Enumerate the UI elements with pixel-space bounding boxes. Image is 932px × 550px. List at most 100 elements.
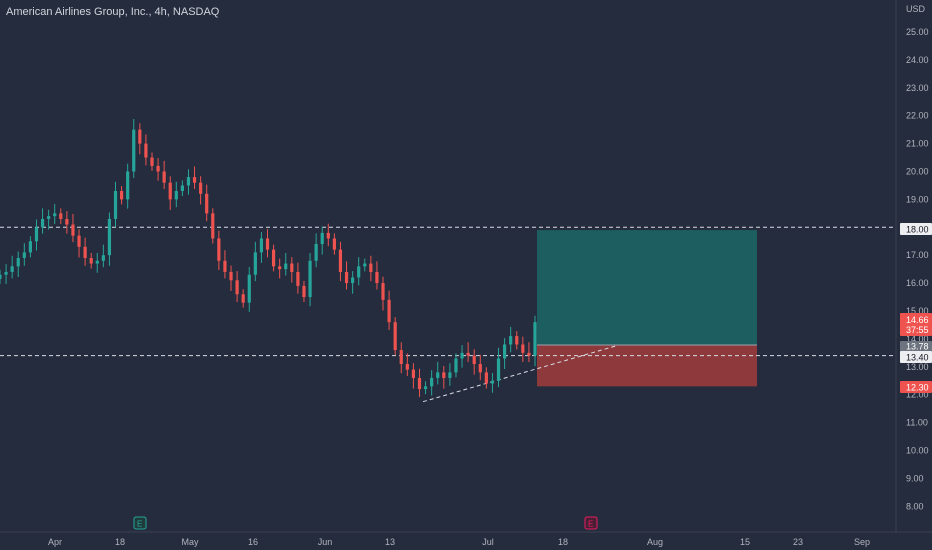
- candle-body: [363, 263, 367, 267]
- candle-body: [89, 257, 93, 264]
- candle-body: [369, 263, 373, 272]
- candle-body: [223, 260, 227, 272]
- time-tick-label: 15: [740, 537, 750, 547]
- time-tick-label: 13: [385, 537, 395, 547]
- symbol-title: American Airlines Group, Inc., 4h, NASDA…: [6, 6, 220, 18]
- stop-price-badge: 12.30: [900, 381, 932, 393]
- price-tick-label: 11.00: [906, 418, 928, 428]
- time-tick-label: Apr: [48, 537, 62, 547]
- candle-body: [314, 244, 318, 261]
- candle-body: [527, 352, 531, 356]
- candle-body: [436, 372, 440, 378]
- candle-body: [278, 266, 282, 270]
- candle-body: [265, 238, 270, 250]
- price-tick-label: 23.00: [906, 83, 929, 93]
- time-tick-labels[interactable]: Apr 18 May 16 Jun 13 Jul 18 Aug 15 23 Sep: [48, 537, 870, 547]
- price-tick-label: 12.00: [906, 390, 929, 400]
- candle-body: [101, 255, 105, 261]
- candle-body: [107, 218, 112, 256]
- candle-body: [47, 216, 51, 219]
- candle-body: [16, 257, 20, 267]
- candle-body: [192, 177, 197, 183]
- candle-body: [0, 274, 2, 279]
- candle-body: [71, 224, 75, 236]
- candle-body: [417, 377, 422, 390]
- earnings-marker-2[interactable]: E: [584, 516, 598, 530]
- candle-body: [271, 249, 276, 267]
- candle-body: [332, 238, 336, 250]
- price-tick-label: 21.00: [906, 139, 929, 149]
- candle-body: [296, 271, 300, 286]
- candle-body: [119, 191, 124, 200]
- candle-body: [4, 271, 8, 275]
- trendline[interactable]: [422, 345, 617, 403]
- time-tick-label: Jul: [482, 537, 494, 547]
- earnings-marker-1[interactable]: E: [133, 516, 147, 530]
- candlestick-series: [0, 119, 537, 397]
- countdown-text: 37:55: [906, 325, 929, 335]
- candle-body: [387, 299, 391, 323]
- candle-body: [132, 129, 136, 172]
- badge-13-40-text: 13.40: [906, 353, 929, 363]
- time-tick-label: 16: [248, 537, 258, 547]
- profit-zone[interactable]: [537, 230, 757, 346]
- time-tick-label: 18: [558, 537, 568, 547]
- candle-body: [393, 322, 397, 351]
- time-tick-label: 23: [793, 537, 803, 547]
- candle-body: [83, 246, 87, 258]
- candle-body: [150, 157, 154, 166]
- earnings-icon: E: [588, 520, 593, 529]
- price-axis-panel[interactable]: [896, 0, 932, 532]
- candle-body: [126, 171, 130, 200]
- candle-body: [448, 372, 452, 378]
- price-tick-label: 24.00: [906, 55, 929, 65]
- candle-body: [34, 227, 39, 242]
- candle-body: [186, 177, 191, 186]
- candle-body: [241, 294, 245, 303]
- candle-body: [205, 193, 209, 214]
- candle-body: [454, 358, 458, 373]
- candle-body: [308, 260, 312, 298]
- price-tick-label: 15.00: [906, 306, 929, 316]
- candle-body: [484, 372, 488, 384]
- price-tick-label: 20.00: [906, 167, 929, 177]
- loss-zone[interactable]: [537, 345, 757, 387]
- candle-body: [95, 260, 99, 264]
- candle-body: [28, 241, 32, 253]
- candle-body: [472, 355, 476, 365]
- candle-body: [344, 271, 349, 284]
- candle-body: [259, 238, 264, 253]
- candle-body: [381, 283, 385, 300]
- candle-body: [405, 364, 409, 370]
- candle-body: [399, 350, 403, 365]
- long-position-tool[interactable]: [537, 230, 757, 387]
- candle-body: [199, 182, 203, 194]
- candle-body: [174, 191, 178, 200]
- price-tick-label: 14.00: [906, 334, 929, 344]
- candle-body: [533, 322, 537, 356]
- candle-body: [496, 358, 501, 381]
- stop-price-text: 12.30: [906, 383, 929, 393]
- candle-body: [162, 171, 166, 183]
- candle-body: [326, 232, 330, 239]
- price-tick-label: 9.00: [906, 473, 924, 483]
- price-tick-label: 13.00: [906, 362, 929, 372]
- price-tick-label: 22.00: [906, 111, 929, 121]
- candle-body: [478, 364, 482, 373]
- candle-body: [351, 277, 355, 284]
- candle-body: [40, 218, 45, 228]
- candle-body: [466, 352, 470, 356]
- current-price-badge: 14.66 37:55: [900, 313, 932, 336]
- candle-body: [10, 266, 14, 272]
- candle-body: [113, 191, 118, 219]
- candle-body: [59, 213, 63, 219]
- candle-body: [77, 235, 81, 247]
- candle-body: [515, 336, 519, 345]
- candle-body: [180, 185, 184, 192]
- horizontal-lines[interactable]: [0, 226, 896, 357]
- candle-body: [65, 218, 69, 225]
- entry-price-text: 13.78: [906, 342, 929, 352]
